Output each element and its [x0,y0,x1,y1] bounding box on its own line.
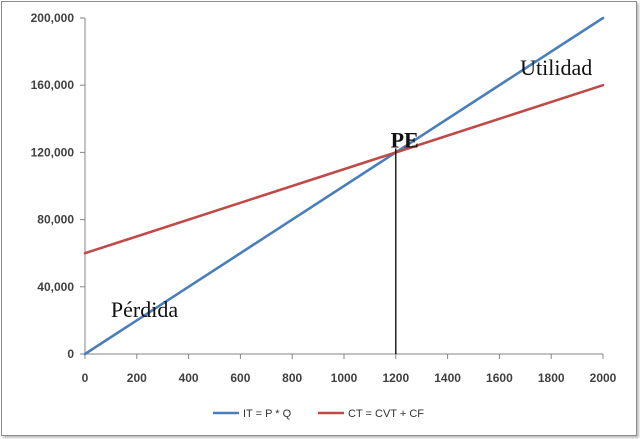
x-tick-label: 1000 [331,371,358,385]
legend-entry: CT = CVT + CF [348,408,424,420]
y-tick-label: 200,000 [31,11,75,25]
x-tick-label: 800 [282,371,302,385]
x-tick-label: 1600 [486,371,513,385]
y-tick-label: 120,000 [31,145,75,159]
legend-entry: IT = P * Q [243,408,292,420]
annotation-label: Utilidad [520,55,592,80]
x-tick-label: 1400 [434,371,461,385]
legend: IT = P * Q CT = CVT + CF [213,408,424,420]
x-tick-label: 1800 [538,371,565,385]
series-lines [83,16,605,356]
y-tick-label: 160,000 [31,78,75,92]
ticks: 0 40,000 80,000 120,000 160,000 200,000 0 200 40… [31,11,617,385]
x-tick-label: 200 [127,371,147,385]
x-tick-label: 0 [82,371,89,385]
x-tick-label: 400 [179,371,199,385]
y-tick-label: 0 [67,347,74,361]
x-tick-label: 1200 [382,371,409,385]
series-line-1 [83,16,605,356]
annotation-label: PE [391,127,419,152]
annotation-label: Pérdida [111,297,178,322]
annotations: PE Utilidad Pérdida [111,55,592,322]
x-tick-label: 2000 [590,371,617,385]
series-line-2 [83,83,605,255]
y-tick-label: 80,000 [37,213,74,227]
x-tick-label: 600 [230,371,250,385]
y-tick-label: 40,000 [37,280,74,294]
